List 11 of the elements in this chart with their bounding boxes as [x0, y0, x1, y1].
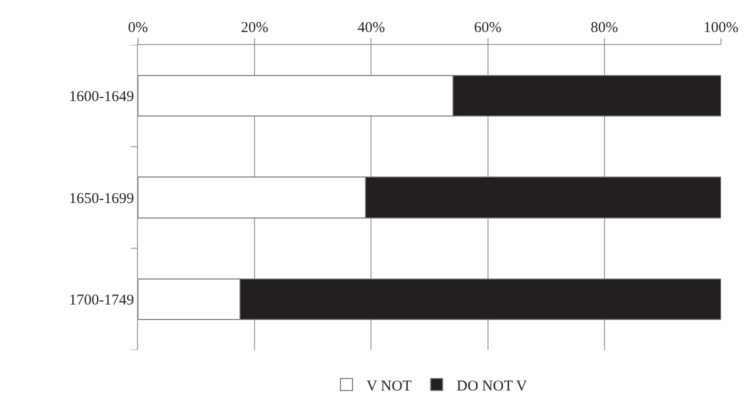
x-tick-label: 100% [704, 20, 738, 36]
x-tick-label: 80% [590, 20, 618, 36]
y-tick-label: 1600-1649 [69, 89, 134, 106]
legend-label: V NOT [366, 378, 412, 394]
y-tick-label: 1700-1749 [69, 292, 134, 308]
x-tick-label: 60% [474, 20, 502, 36]
x-tick-label: 0% [128, 20, 148, 36]
x-tick-label: 40% [357, 20, 385, 36]
y-tick-label: 1650-1699 [69, 190, 134, 207]
x-tick-label: 20% [240, 20, 268, 36]
legend-label: DO NOT V [456, 378, 528, 394]
